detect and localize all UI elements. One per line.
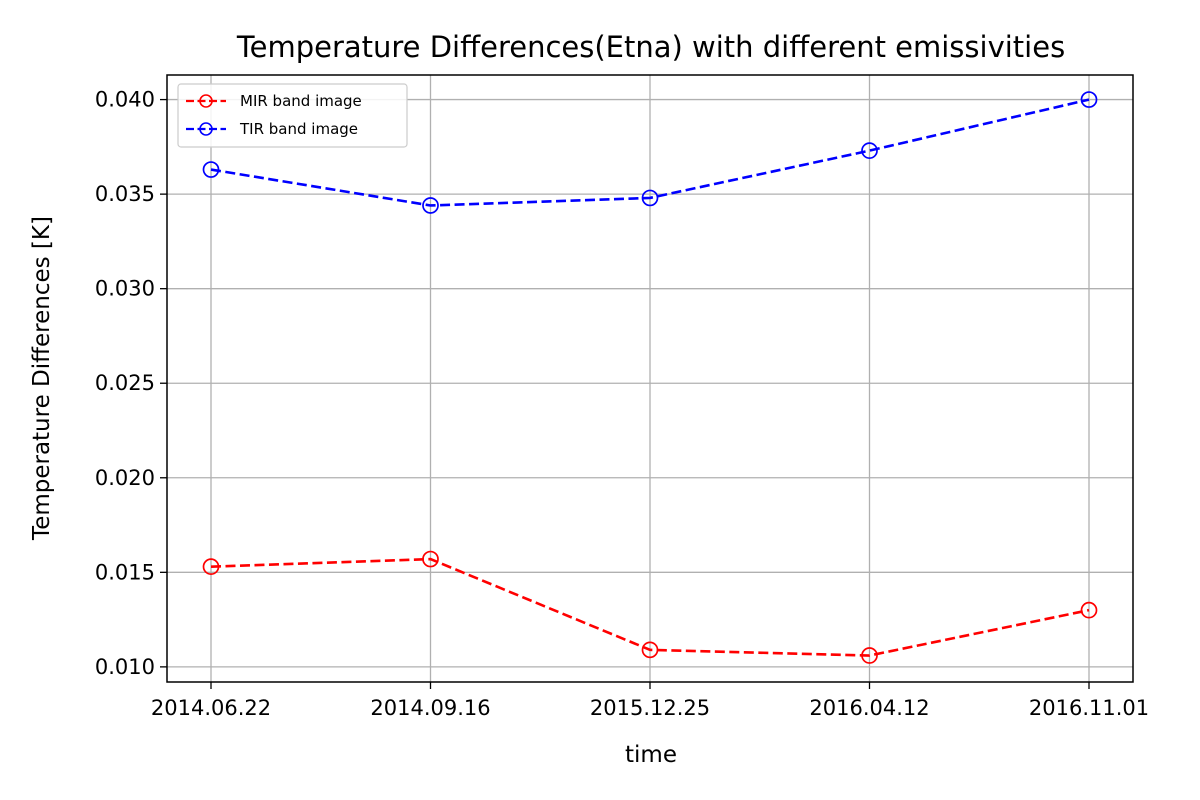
grid (167, 75, 1133, 682)
legend-label: MIR band image (240, 92, 362, 110)
data-point (1080, 601, 1098, 619)
data-point (422, 550, 439, 568)
y-tick-label: 0.035 (95, 182, 155, 206)
data-point (861, 647, 878, 664)
y-axis-label: Temperature Differences [K] (29, 216, 55, 541)
y-tick-label: 0.025 (95, 371, 155, 395)
data-point (641, 641, 659, 659)
data-point (1080, 91, 1098, 108)
x-axis-ticks: 2014.06.22 2014.09.16 2015.12.25 2016.04.12… (151, 682, 1149, 720)
data-point (861, 142, 878, 159)
data-point (422, 197, 439, 214)
y-axis-ticks: 0.010 0.015 0.020 0.025 0.030 0.035 0.040 (95, 88, 167, 679)
data-point (202, 161, 220, 178)
series-mir-band-image (202, 550, 1098, 664)
legend-marker-swatch (199, 122, 213, 136)
series-line (210, 98, 1090, 207)
legend-label: TIR band image (239, 120, 358, 138)
series-line (210, 557, 1090, 657)
x-axis-label: time (625, 742, 677, 768)
legend-box (177, 83, 408, 148)
y-tick-label: 0.040 (95, 88, 155, 112)
x-tick-label: 2016.04.12 (809, 696, 929, 720)
data-point (202, 558, 220, 576)
y-tick-label: 0.010 (95, 655, 155, 679)
legend: MIR band image TIR band image (177, 83, 408, 148)
y-tick-label: 0.015 (95, 560, 155, 584)
legend-entry: MIR band image (186, 92, 362, 110)
y-tick-label: 0.020 (95, 466, 155, 490)
chart-title: Temperature Differences(Etna) with diffe… (236, 30, 1065, 64)
x-tick-label: 2015.12.25 (590, 696, 710, 720)
x-tick-label: 2014.06.22 (151, 696, 271, 720)
data-point (641, 189, 659, 207)
x-tick-label: 2014.09.16 (370, 696, 490, 720)
series-tir-band-image (202, 91, 1098, 214)
legend-entry: TIR band image (186, 120, 358, 138)
y-tick-label: 0.030 (95, 277, 155, 301)
series-layer (202, 91, 1098, 664)
x-tick-label: 2016.11.01 (1029, 696, 1149, 720)
legend-marker-swatch (199, 94, 213, 108)
